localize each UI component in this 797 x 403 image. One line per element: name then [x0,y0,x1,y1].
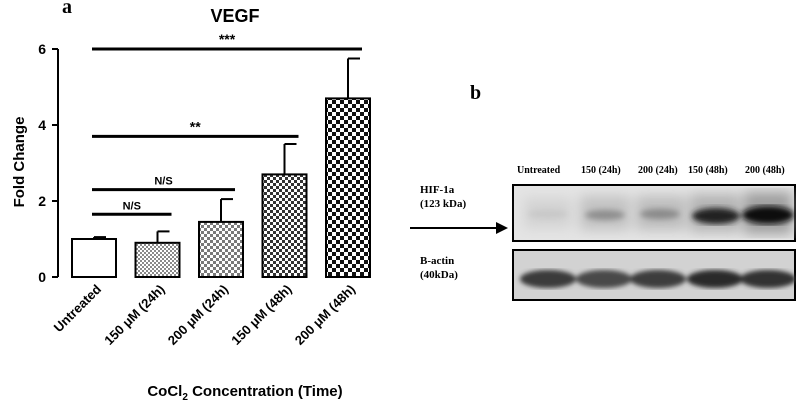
bar [134,241,181,279]
y-tick-label: 2 [38,193,46,209]
x-tick-label: 150 μM (24h) [101,282,167,348]
significance-label: N/S [154,176,172,188]
blot-row-label: HIF-1a [420,184,455,196]
blot-image-actin [512,249,796,301]
y-tick-label: 4 [38,117,46,133]
significance-label: N/S [123,200,141,212]
x-axis-label: CoCl2 Concentration (Time) [147,383,342,403]
x-tick-label: 200 μM (24h) [165,282,231,348]
y-tick-label: 0 [38,269,46,285]
blot-col-label: 200 (48h) [745,165,785,176]
x-tick-label: 150 μM (48h) [228,282,294,348]
blot-col-label: 150 (48h) [688,165,728,176]
x-tick-label: Untreated [51,281,105,335]
chart-title: VEGF [210,6,259,26]
panel-label-a: a [62,0,72,18]
hif-arrow [410,222,508,234]
significance-label: ** [190,118,201,134]
bar [261,173,308,278]
bar [198,220,244,278]
blot-row-label: B-actin [420,255,455,267]
blot-col-label: 150 (24h) [581,165,621,176]
panel-label-b: b [470,82,482,104]
vegf-bar-chart: VEGF Fold Change CoCl2 Concentration (Ti… [11,6,371,403]
bar [71,238,117,278]
blot-row-label: (40kDa) [420,269,458,281]
blot-col-label: 200 (24h) [638,165,678,176]
bar [325,97,371,279]
blot-panel: Untreated 150 (24h) 200 (24h) 150 (48h) … [505,150,797,310]
significance-label: *** [219,31,236,47]
blot-image-hif [512,184,796,242]
y-tick-label: 6 [38,41,46,57]
blot-col-label: Untreated [517,165,561,176]
blot-row-label: (123 kDa) [420,198,467,210]
x-tick-label: 200 μM (48h) [292,282,358,348]
y-axis-label: Fold Change [11,117,28,208]
